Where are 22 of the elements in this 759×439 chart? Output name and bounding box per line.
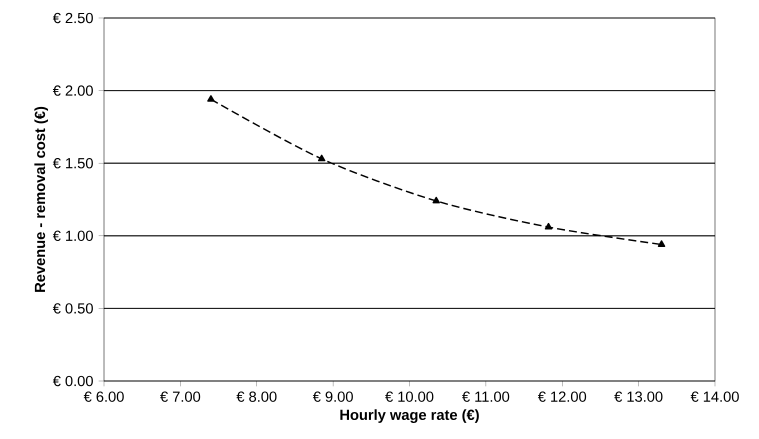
x-tick-label: € 6.00 xyxy=(84,392,124,402)
x-tick-label: € 7.00 xyxy=(160,392,200,402)
point xyxy=(207,95,215,102)
x-tick-label: € 13.00 xyxy=(614,392,662,402)
y-tick-label: € 0.00 xyxy=(52,376,93,386)
point xyxy=(432,196,440,204)
x-tick-label: € 14.00 xyxy=(690,392,739,402)
y-tick-label: € 1.00 xyxy=(52,230,93,241)
point xyxy=(658,240,666,247)
x-tick-label: € 11.00 xyxy=(462,392,510,402)
x-tick-label: € 12.00 xyxy=(538,392,586,402)
x-axis-title: Hourly wage rate (€) xyxy=(340,409,479,423)
y-tick-label: € 2.50 xyxy=(52,12,93,24)
y-axis-title: Revenue - removal cost (€) xyxy=(34,106,48,292)
y-tick-label: € 2.00 xyxy=(52,85,93,96)
x-tick-label: € 10.00 xyxy=(385,392,434,402)
point xyxy=(544,222,552,230)
point xyxy=(318,154,326,162)
x-tick-label: € 9.00 xyxy=(312,392,353,402)
y-tick-label: € 0.50 xyxy=(52,303,93,314)
y-tick-label: € 1.50 xyxy=(52,158,93,168)
x-tick-label: € 8.00 xyxy=(236,392,277,402)
